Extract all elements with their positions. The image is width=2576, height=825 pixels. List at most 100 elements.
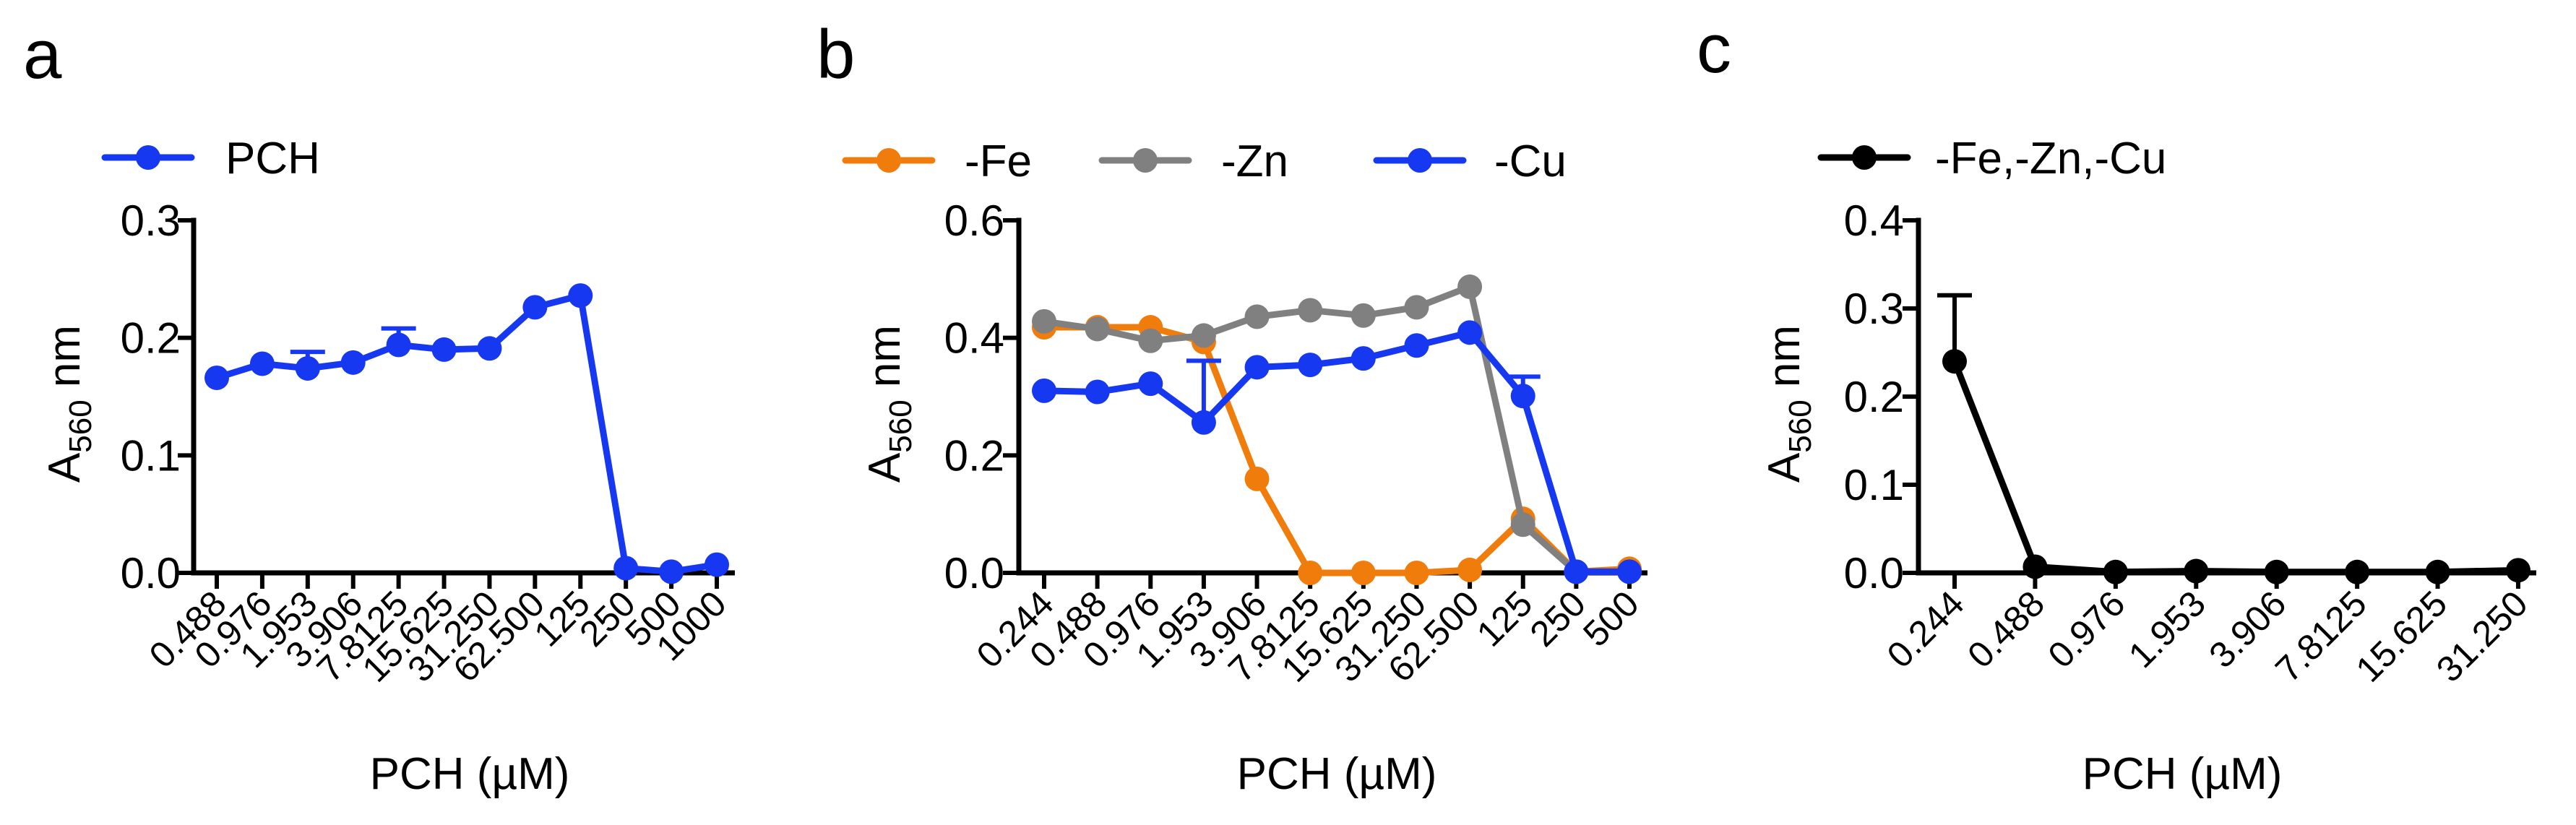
data-point: [431, 337, 457, 362]
series-line: [215, 292, 718, 575]
data-point: [1510, 512, 1535, 537]
series--Zn: [1032, 274, 1642, 584]
data-point: [1564, 559, 1589, 584]
data-point: [249, 351, 275, 376]
data-point: [1138, 328, 1163, 353]
panel-b: b 0.00.20.40.60.2440.4880.9761.9533.9067…: [817, 16, 1647, 799]
data-point: [1244, 466, 1270, 491]
data-point: [1351, 303, 1376, 328]
data-point: [1191, 410, 1216, 435]
y-axis-title-unit: nm: [1759, 325, 1809, 399]
y-axis-title-sub: 560: [1783, 399, 1818, 452]
data-point: [1942, 349, 1967, 374]
data-point: [705, 552, 729, 577]
data-point: [2264, 559, 2289, 584]
data-point: [1351, 561, 1376, 585]
data-point: [1244, 304, 1270, 329]
data-point: [1032, 308, 1056, 334]
data-point: [2506, 558, 2530, 583]
x-axis-title: PCH (µM): [1237, 749, 1437, 799]
data-point: [1510, 384, 1535, 409]
series-PCH: [204, 283, 729, 584]
y-axis-title-sub: 560: [883, 399, 918, 452]
legend-marker: [876, 148, 901, 173]
data-point: [1298, 561, 1323, 585]
data-point: [1298, 298, 1323, 323]
y-tick-label: 0.2: [121, 314, 181, 363]
x-tick-label: 31.250: [2429, 583, 2536, 690]
y-tick-label: 0.2: [1844, 373, 1904, 421]
data-point: [1032, 378, 1056, 403]
legend-label: -Zn: [1221, 137, 1288, 186]
legend-marker: [1133, 148, 1158, 173]
y-tick-label: 0.0: [1844, 549, 1904, 597]
y-tick-label: 0.3: [121, 196, 181, 245]
y-axis-title: A560 nm: [860, 325, 918, 483]
data-point: [2023, 554, 2048, 579]
y-axis-title-unit: nm: [860, 325, 910, 399]
legend-label: -Fe,-Zn,-Cu: [1935, 134, 2166, 183]
data-point: [1244, 355, 1270, 380]
y-tick-label: 0.0: [121, 549, 181, 597]
y-tick-label: 0.2: [944, 431, 1004, 480]
y-tick-label: 0.4: [944, 314, 1004, 363]
panel-a: a 0.00.10.20.30.4880.9761.9533.9067.8125…: [23, 16, 735, 799]
x-tick-label: 1.953: [2121, 583, 2213, 675]
y-tick-label: 0.4: [1844, 196, 1904, 245]
panel-letter-b: b: [817, 16, 855, 93]
y-axis-title-unit: nm: [40, 325, 90, 399]
x-tick-label: 7.8125: [2267, 583, 2374, 690]
y-tick-label: 0.3: [1844, 285, 1904, 333]
data-point: [1617, 559, 1642, 584]
data-point: [1085, 379, 1110, 405]
y-tick-label: 0.6: [944, 196, 1004, 245]
data-point: [2425, 559, 2450, 584]
data-point: [1085, 316, 1110, 342]
series--Cu: [1032, 320, 1642, 584]
data-point: [2103, 559, 2128, 584]
y-tick-label: 0.1: [121, 431, 181, 480]
y-axis-title-main: A: [1759, 452, 1809, 483]
legend-label: PCH: [225, 134, 320, 183]
y-tick-label: 0.1: [1844, 461, 1904, 509]
legend-marker: [1408, 148, 1432, 173]
data-point: [204, 365, 229, 390]
panel-letter-a: a: [23, 16, 62, 93]
data-point: [1351, 346, 1376, 371]
data-point: [1298, 353, 1323, 378]
x-tick-label: 0.488: [1960, 583, 2052, 675]
data-point: [1457, 557, 1483, 582]
y-axis-title-main: A: [40, 452, 90, 483]
data-point: [340, 350, 366, 375]
data-point: [522, 295, 548, 320]
data-point: [613, 556, 639, 581]
data-point: [659, 559, 684, 584]
x-tick-label: 0.976: [2041, 583, 2133, 675]
panel-c: c 0.00.10.20.30.40.2440.4880.9761.9533.9…: [1697, 10, 2536, 799]
data-point: [386, 332, 411, 358]
data-point: [1404, 333, 1429, 358]
legend-label: -Cu: [1494, 137, 1567, 186]
series--Fe,-Zn,-Cu: [1937, 293, 2530, 584]
data-point: [568, 283, 593, 308]
data-point: [1457, 320, 1483, 345]
data-point: [1404, 561, 1429, 585]
data-point: [1404, 295, 1429, 320]
y-axis-title: A560 nm: [40, 325, 98, 483]
x-axis-title: PCH (µM): [2082, 749, 2283, 799]
data-point: [1138, 371, 1163, 397]
legend-marker: [136, 145, 160, 170]
legend-marker: [1852, 145, 1877, 170]
y-axis-title-sub: 560: [63, 399, 98, 452]
x-tick-label: 15.625: [2348, 583, 2455, 690]
series-line: [1951, 360, 2519, 576]
data-point: [477, 336, 502, 361]
data-point: [1457, 274, 1483, 299]
data-point: [2184, 558, 2209, 584]
y-tick-label: 0.0: [944, 549, 1004, 597]
y-axis-title: A560 nm: [1759, 325, 1818, 483]
data-point: [2345, 559, 2370, 584]
legend-label: -Fe: [965, 137, 1032, 186]
y-axis-title-main: A: [860, 452, 910, 483]
